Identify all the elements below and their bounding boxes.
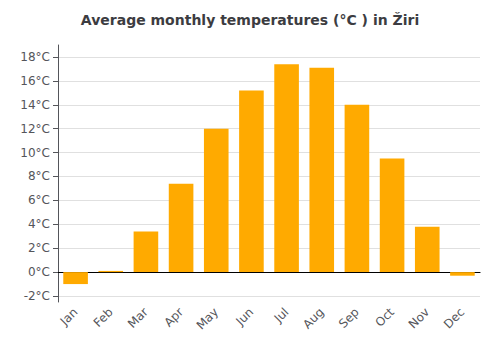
svg-text:Jul: Jul (271, 305, 292, 326)
svg-text:16°C: 16°C (20, 74, 50, 88)
svg-text:Apr: Apr (161, 305, 186, 330)
svg-text:4°C: 4°C (28, 217, 50, 231)
svg-text:Sep: Sep (336, 305, 362, 331)
svg-text:Average monthly temperatures (: Average monthly temperatures (°C ) in Ži… (81, 12, 419, 28)
svg-text:12°C: 12°C (20, 122, 50, 136)
svg-text:8°C: 8°C (28, 169, 50, 183)
svg-text:Jan: Jan (57, 305, 81, 329)
svg-text:6°C: 6°C (28, 193, 50, 207)
svg-text:Feb: Feb (91, 305, 116, 330)
svg-text:10°C: 10°C (20, 146, 50, 160)
svg-text:Oct: Oct (372, 305, 397, 330)
svg-text:0°C: 0°C (28, 265, 50, 279)
svg-text:Dec: Dec (441, 305, 467, 331)
svg-text:18°C: 18°C (20, 50, 50, 64)
svg-text:Nov: Nov (406, 305, 432, 331)
svg-text:May: May (194, 305, 221, 332)
svg-text:Jun: Jun (233, 305, 257, 329)
svg-text:-2°C: -2°C (24, 289, 50, 303)
svg-text:Mar: Mar (125, 305, 151, 331)
svg-text:14°C: 14°C (20, 98, 50, 112)
svg-text:2°C: 2°C (28, 241, 50, 255)
svg-text:Aug: Aug (300, 305, 326, 331)
